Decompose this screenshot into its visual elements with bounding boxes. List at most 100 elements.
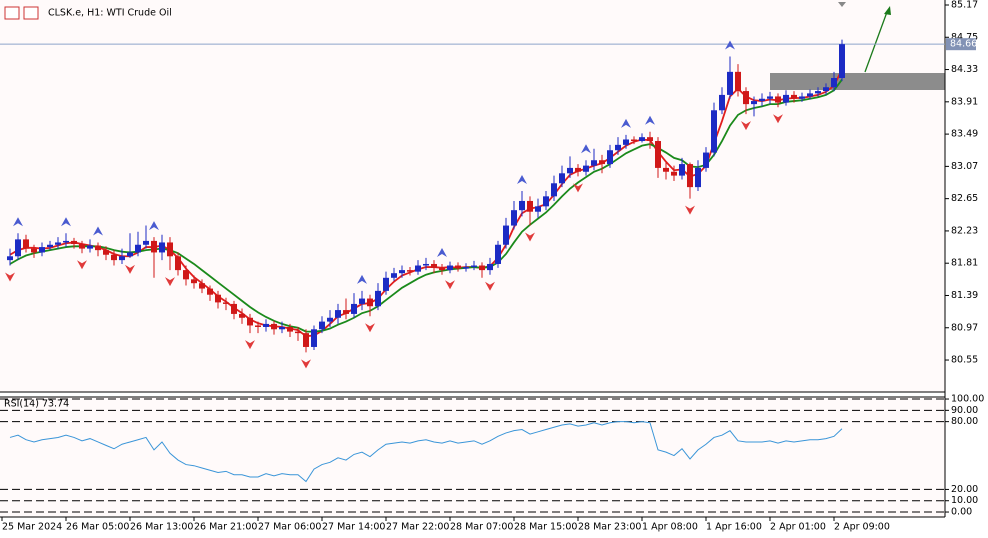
candle-body bbox=[255, 325, 261, 327]
candle-body bbox=[751, 101, 757, 105]
x-tick-label: 27 Mar 06:00 bbox=[258, 522, 321, 533]
candle-body bbox=[575, 167, 581, 172]
y-tick-label: 84.33 bbox=[951, 64, 978, 75]
y-tick-label: 82.65 bbox=[951, 193, 978, 204]
y-tick-label: 90.00 bbox=[951, 405, 978, 416]
fractal-down bbox=[5, 272, 15, 282]
y-tick-label: 83.49 bbox=[951, 129, 978, 140]
fractal-up bbox=[13, 217, 23, 227]
fractal-down bbox=[445, 280, 455, 290]
candle-body bbox=[263, 323, 269, 327]
y-tick-label: 0.00 bbox=[951, 507, 972, 518]
candle-body bbox=[391, 273, 397, 278]
candle-body bbox=[807, 93, 813, 97]
candle-body bbox=[239, 313, 245, 318]
candle-body bbox=[47, 244, 53, 248]
x-tick-label: 2 Apr 01:00 bbox=[770, 522, 826, 533]
candle-body bbox=[543, 196, 549, 207]
candle-body bbox=[87, 245, 93, 249]
candle-body bbox=[583, 165, 589, 172]
candle-body bbox=[231, 303, 237, 314]
x-tick-label: 2 Apr 09:00 bbox=[834, 522, 890, 533]
fractal-up bbox=[517, 174, 527, 184]
toolbar-icons bbox=[4, 6, 39, 20]
x-tick-label: 28 Mar 07:00 bbox=[450, 522, 513, 533]
candle-body bbox=[511, 210, 517, 226]
fractal-down bbox=[165, 277, 175, 287]
candle-body bbox=[487, 263, 493, 271]
y-tick-label: 100.00 bbox=[951, 394, 984, 405]
candle-body bbox=[103, 250, 109, 255]
y-tick-label: 85.17 bbox=[951, 0, 978, 10]
candle-body bbox=[199, 283, 205, 289]
candle-body bbox=[111, 254, 117, 261]
x-tick-label: 1 Apr 16:00 bbox=[706, 522, 762, 533]
candle-body bbox=[295, 331, 301, 334]
x-tick-label: 27 Mar 22:00 bbox=[386, 522, 449, 533]
zone-box bbox=[770, 73, 945, 90]
candle-body bbox=[351, 303, 357, 314]
candle-body bbox=[71, 240, 77, 244]
candle-body bbox=[679, 164, 685, 176]
candle-body bbox=[519, 200, 525, 211]
candle-body bbox=[527, 200, 533, 212]
fractal-down bbox=[245, 340, 255, 350]
candle-body bbox=[631, 139, 637, 142]
fractal-up bbox=[621, 118, 631, 128]
candle-body bbox=[319, 321, 325, 330]
annotation-arrowhead bbox=[884, 6, 891, 15]
fractal-up bbox=[93, 226, 103, 236]
candle-body bbox=[471, 265, 477, 268]
candle-body bbox=[431, 263, 437, 268]
candle-body bbox=[607, 150, 613, 165]
candle-body bbox=[215, 294, 221, 303]
candle-body bbox=[183, 270, 189, 280]
icon bbox=[4, 6, 20, 20]
candle-body bbox=[735, 71, 741, 92]
fractal-up bbox=[645, 115, 655, 125]
y-tick-label: 10.00 bbox=[951, 495, 978, 506]
candle-body bbox=[207, 288, 213, 295]
x-tick-label: 26 Mar 05:00 bbox=[66, 522, 129, 533]
candle-body bbox=[703, 152, 709, 168]
candle-body bbox=[375, 290, 381, 307]
y-tick-label: 20.00 bbox=[951, 484, 978, 495]
candle-body bbox=[343, 310, 349, 314]
y-tick-label: 81.39 bbox=[951, 290, 978, 301]
candle-body bbox=[655, 141, 661, 168]
candle-body bbox=[687, 164, 693, 188]
fractal-down bbox=[773, 114, 783, 124]
candle-body bbox=[247, 317, 253, 326]
last-price-label: 84.66 bbox=[950, 39, 977, 50]
candle-body bbox=[271, 323, 277, 330]
candle-body bbox=[815, 91, 821, 94]
candle-body bbox=[167, 242, 173, 257]
fractal-down bbox=[685, 205, 695, 215]
candle-body bbox=[151, 240, 157, 253]
rsi-plot-bg bbox=[0, 397, 945, 517]
candle-body bbox=[695, 167, 701, 188]
candle-body bbox=[127, 252, 133, 257]
candle-body bbox=[663, 167, 669, 172]
fractal-down bbox=[525, 232, 535, 242]
candle-body bbox=[599, 160, 605, 165]
candle-body bbox=[767, 96, 773, 99]
candle-body bbox=[823, 87, 829, 92]
last-price-box bbox=[946, 38, 976, 51]
candle-body bbox=[423, 263, 429, 266]
candle-body bbox=[447, 265, 453, 271]
x-tick-label: 28 Mar 15:00 bbox=[514, 522, 577, 533]
fractal-up bbox=[581, 144, 591, 154]
shift-marker bbox=[838, 2, 846, 7]
candle-body bbox=[39, 247, 45, 253]
x-tick-label: 26 Mar 13:00 bbox=[130, 522, 193, 533]
candle-body bbox=[415, 265, 421, 272]
fractal-down bbox=[573, 183, 583, 193]
candle-body bbox=[119, 256, 125, 261]
candle-body bbox=[399, 270, 405, 274]
candle-body bbox=[479, 265, 485, 271]
fractal-up bbox=[725, 40, 735, 50]
fractal-down bbox=[301, 359, 311, 369]
candle-body bbox=[23, 239, 29, 249]
